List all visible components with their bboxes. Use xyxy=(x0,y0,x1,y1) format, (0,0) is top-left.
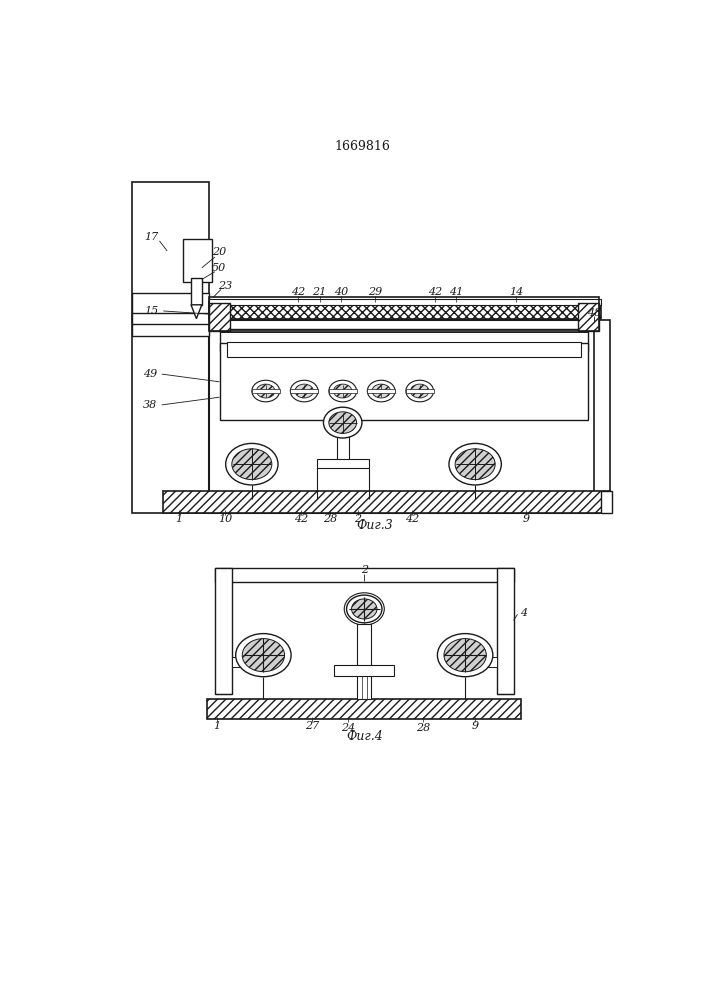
Text: 9: 9 xyxy=(472,721,479,731)
Ellipse shape xyxy=(449,443,501,485)
Bar xyxy=(132,293,209,336)
Ellipse shape xyxy=(295,384,313,398)
Text: 40: 40 xyxy=(334,287,349,297)
Bar xyxy=(209,299,602,305)
Bar xyxy=(334,665,395,676)
Bar xyxy=(252,389,279,393)
Bar xyxy=(191,278,201,305)
Text: 42: 42 xyxy=(405,514,419,524)
Text: 15: 15 xyxy=(145,306,159,316)
Text: 29: 29 xyxy=(368,287,382,297)
Bar xyxy=(329,389,356,393)
Ellipse shape xyxy=(235,634,291,677)
Text: 23: 23 xyxy=(218,281,232,291)
Bar xyxy=(209,302,602,319)
Bar xyxy=(209,303,230,331)
Bar xyxy=(132,182,209,513)
Bar xyxy=(227,342,581,357)
Ellipse shape xyxy=(411,384,429,398)
Bar xyxy=(215,568,232,694)
Text: 38: 38 xyxy=(143,400,158,410)
Bar xyxy=(337,424,349,463)
Text: 1: 1 xyxy=(214,721,221,731)
Bar xyxy=(209,320,599,513)
Ellipse shape xyxy=(455,449,495,480)
Bar xyxy=(406,389,433,393)
Ellipse shape xyxy=(334,384,352,398)
Bar xyxy=(132,313,225,324)
Text: 42: 42 xyxy=(428,287,442,297)
Bar xyxy=(601,491,612,513)
Text: 4: 4 xyxy=(520,608,527,618)
Bar xyxy=(219,343,588,420)
Text: 28: 28 xyxy=(416,723,430,733)
Ellipse shape xyxy=(252,380,279,402)
Ellipse shape xyxy=(243,639,284,672)
Bar xyxy=(578,303,599,331)
Text: 42: 42 xyxy=(294,514,308,524)
Text: 2: 2 xyxy=(354,514,362,524)
Bar xyxy=(368,389,395,393)
Text: 1: 1 xyxy=(175,514,182,524)
Bar xyxy=(317,459,369,468)
Bar xyxy=(163,491,610,513)
Ellipse shape xyxy=(291,380,318,402)
Ellipse shape xyxy=(368,380,395,402)
Text: 20: 20 xyxy=(211,247,226,257)
Bar xyxy=(357,624,371,699)
Text: 28: 28 xyxy=(323,514,337,524)
Text: 41: 41 xyxy=(449,287,463,297)
Bar xyxy=(219,329,588,351)
Ellipse shape xyxy=(444,639,486,672)
Text: Фиг.3: Фиг.3 xyxy=(356,519,393,532)
Ellipse shape xyxy=(438,634,493,677)
Text: 49: 49 xyxy=(143,369,158,379)
Bar xyxy=(497,568,514,694)
Bar xyxy=(209,297,599,331)
Text: Фиг.4: Фиг.4 xyxy=(346,730,382,742)
Bar xyxy=(481,657,497,667)
Text: 50: 50 xyxy=(211,263,226,273)
Text: 42: 42 xyxy=(291,287,305,297)
Text: 14: 14 xyxy=(509,287,523,297)
Ellipse shape xyxy=(226,443,278,485)
Text: 24: 24 xyxy=(341,723,355,733)
Polygon shape xyxy=(191,305,201,319)
Ellipse shape xyxy=(351,599,377,619)
Ellipse shape xyxy=(372,384,390,398)
Text: 17: 17 xyxy=(145,232,159,242)
Bar xyxy=(232,657,247,667)
Text: 48: 48 xyxy=(587,308,601,318)
Text: 1669816: 1669816 xyxy=(334,140,390,153)
Bar xyxy=(182,239,212,282)
Ellipse shape xyxy=(329,412,356,433)
Bar xyxy=(215,568,514,582)
Text: 10: 10 xyxy=(218,514,232,524)
Ellipse shape xyxy=(329,380,356,402)
Text: 27: 27 xyxy=(305,721,319,731)
Text: 2: 2 xyxy=(361,565,368,575)
Ellipse shape xyxy=(257,384,275,398)
Text: 21: 21 xyxy=(312,287,327,297)
Ellipse shape xyxy=(346,595,382,623)
Bar xyxy=(207,699,521,719)
Ellipse shape xyxy=(232,449,272,480)
Ellipse shape xyxy=(324,407,362,438)
Text: 9: 9 xyxy=(522,514,530,524)
Ellipse shape xyxy=(406,380,433,402)
Bar xyxy=(291,389,318,393)
Bar xyxy=(595,320,610,513)
